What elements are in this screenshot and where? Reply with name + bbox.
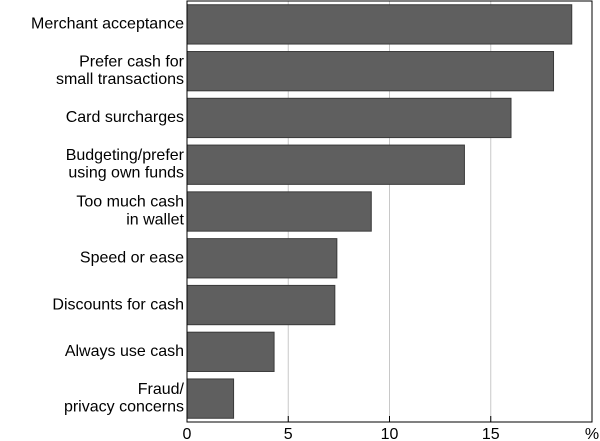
- x-tick-label: %: [585, 426, 599, 441]
- bar: [186, 97, 512, 139]
- x-tick-label: 5: [284, 426, 293, 441]
- plot-frame: [186, 0, 593, 423]
- y-tick-label: Merchant acceptance: [31, 16, 184, 33]
- bar: [186, 4, 573, 45]
- y-tick-label: Card surcharges: [66, 109, 184, 126]
- bar: [186, 284, 336, 326]
- y-tick-label: Speed or ease: [80, 249, 184, 266]
- x-tick-label: 10: [381, 426, 399, 441]
- x-tick-label: 15: [482, 426, 500, 441]
- bar: [186, 191, 372, 232]
- y-tick-label: Always use cash: [65, 343, 184, 360]
- y-tick-label: Discounts for cash: [52, 296, 184, 313]
- bar: [186, 378, 235, 419]
- bar: [186, 238, 338, 279]
- y-tick-label: Fraud/privacy concerns: [64, 381, 185, 416]
- y-tick-label: Too much cash in wallet: [76, 194, 184, 229]
- x-tick-label: 0: [183, 426, 192, 441]
- bar: [186, 331, 275, 372]
- y-tick-label: Budgeting/prefer using own funds: [66, 147, 185, 182]
- bar: [186, 51, 555, 92]
- bar: [186, 144, 465, 185]
- y-tick-label: Prefer cash for small transactions: [56, 54, 185, 89]
